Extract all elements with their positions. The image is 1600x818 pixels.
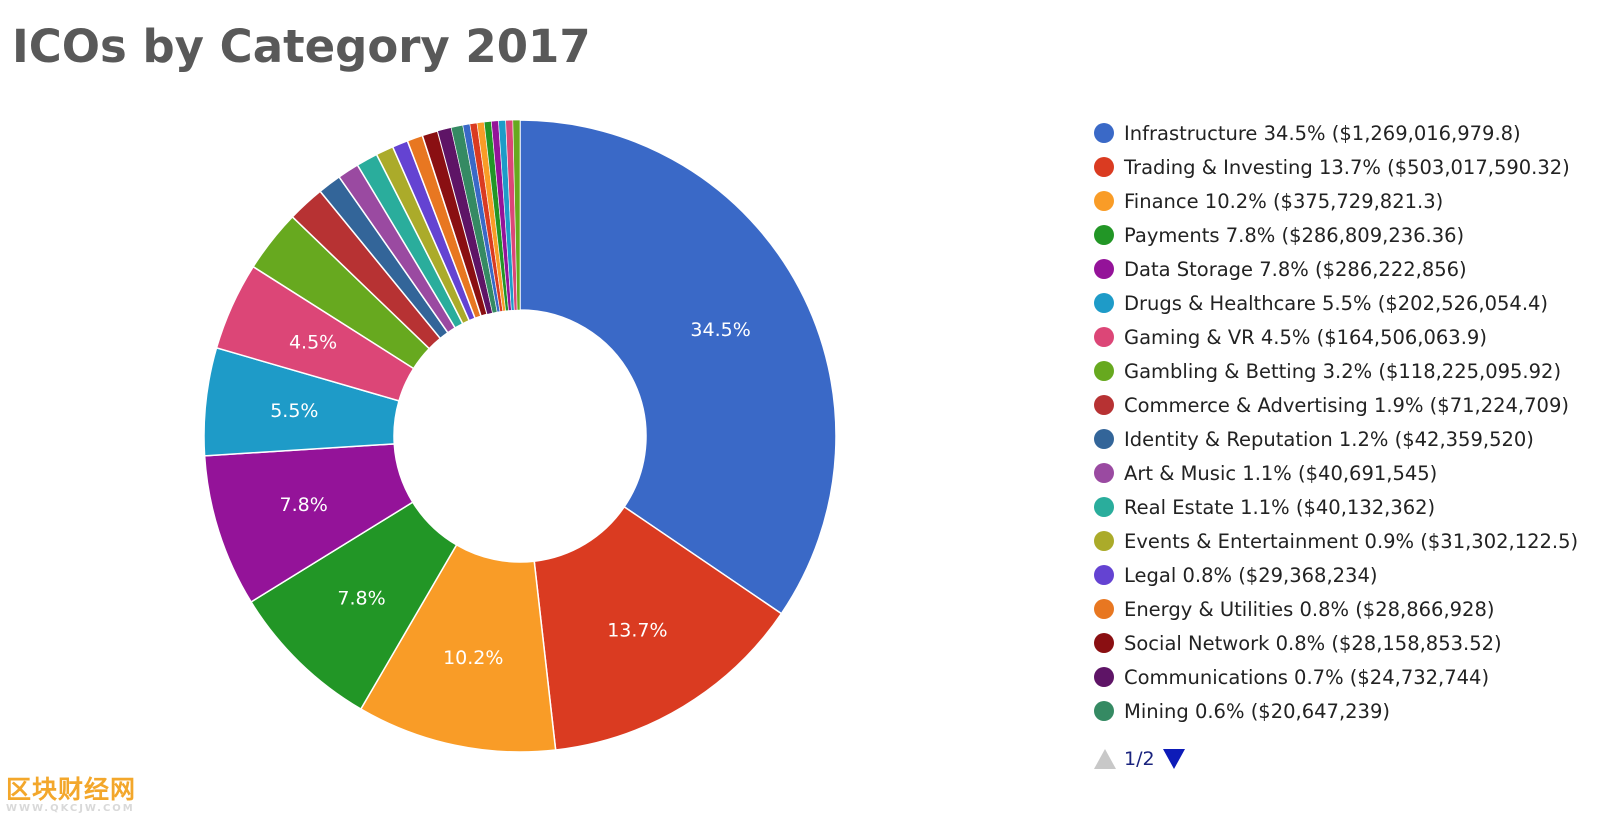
slice-label-infrastructure: 34.5%: [690, 319, 750, 341]
slice-label-gaming-and-vr: 4.5%: [289, 332, 337, 354]
legend-item-data-storage[interactable]: Data Storage 7.8% ($286,222,856): [1094, 252, 1594, 286]
legend-swatch-icon: [1094, 395, 1114, 415]
pager-prev-icon[interactable]: [1094, 749, 1116, 769]
legend-item-label: Infrastructure 34.5% ($1,269,016,979.8): [1124, 121, 1521, 145]
legend-swatch-icon: [1094, 463, 1114, 483]
watermark-sub-text: WWW.QKCJW.COM: [6, 803, 135, 814]
legend-item-label: Energy & Utilities 0.8% ($28,866,928): [1124, 597, 1495, 621]
legend-pager: 1/2: [1094, 748, 1185, 770]
legend-swatch-icon: [1094, 633, 1114, 653]
legend-item-communications[interactable]: Communications 0.7% ($24,732,744): [1094, 660, 1594, 694]
slice-label-drugs-and-healthcare: 5.5%: [270, 400, 318, 422]
legend-swatch-icon: [1094, 701, 1114, 721]
legend-item-label: Finance 10.2% ($375,729,821.3): [1124, 189, 1444, 213]
slice-label-trading-and-investing: 13.7%: [607, 619, 667, 641]
legend-swatch-icon: [1094, 123, 1114, 143]
legend-item-label: Commerce & Advertising 1.9% ($71,224,709…: [1124, 393, 1569, 417]
slice-label-payments: 7.8%: [337, 588, 385, 610]
legend-item-legal[interactable]: Legal 0.8% ($29,368,234): [1094, 558, 1594, 592]
legend-item-gambling-and-betting[interactable]: Gambling & Betting 3.2% ($118,225,095.92…: [1094, 354, 1594, 388]
legend: Infrastructure 34.5% ($1,269,016,979.8) T…: [1094, 116, 1594, 728]
legend-item-commerce-and-advertising[interactable]: Commerce & Advertising 1.9% ($71,224,709…: [1094, 388, 1594, 422]
pager-next-icon[interactable]: [1162, 749, 1185, 769]
legend-swatch-icon: [1094, 157, 1114, 177]
legend-item-label: Mining 0.6% ($20,647,239): [1124, 699, 1390, 723]
legend-swatch-icon: [1094, 565, 1114, 585]
legend-swatch-icon: [1094, 599, 1114, 619]
slice-other-8[interactable]: [512, 119, 521, 311]
legend-swatch-icon: [1094, 497, 1114, 517]
legend-item-label: Drugs & Healthcare 5.5% ($202,526,054.4): [1124, 291, 1549, 315]
legend-item-gaming-and-vr[interactable]: Gaming & VR 4.5% ($164,506,063.9): [1094, 320, 1594, 354]
legend-item-trading-and-investing[interactable]: Trading & Investing 13.7% ($503,017,590.…: [1094, 150, 1594, 184]
pager-page-text: 1/2: [1124, 748, 1155, 770]
legend-item-label: Social Network 0.8% ($28,158,853.52): [1124, 631, 1502, 655]
legend-item-drugs-and-healthcare[interactable]: Drugs & Healthcare 5.5% ($202,526,054.4): [1094, 286, 1594, 320]
legend-item-events-and-entertainment[interactable]: Events & Entertainment 0.9% ($31,302,122…: [1094, 524, 1594, 558]
slice-finance[interactable]: [359, 543, 557, 753]
legend-swatch-icon: [1094, 531, 1114, 551]
legend-swatch-icon: [1094, 361, 1114, 381]
legend-item-label: Trading & Investing 13.7% ($503,017,590.…: [1124, 155, 1570, 179]
donut-chart: 34.5% 13.7% 10.2% 7.8% 7.8% 5.5% 4.5%: [203, 119, 837, 753]
chart-title: ICOs by Category 2017: [12, 20, 591, 73]
legend-swatch-icon: [1094, 327, 1114, 347]
legend-item-payments[interactable]: Payments 7.8% ($286,809,236.36): [1094, 218, 1594, 252]
legend-item-social-network[interactable]: Social Network 0.8% ($28,158,853.52): [1094, 626, 1594, 660]
legend-swatch-icon: [1094, 667, 1114, 687]
legend-item-label: Communications 0.7% ($24,732,744): [1124, 665, 1490, 689]
legend-item-label: Events & Entertainment 0.9% ($31,302,122…: [1124, 529, 1579, 553]
watermark-main-text: 区块财经网: [6, 775, 137, 804]
slice-label-finance: 10.2%: [443, 647, 503, 669]
legend-swatch-icon: [1094, 191, 1114, 211]
legend-item-label: Gaming & VR 4.5% ($164,506,063.9): [1124, 325, 1487, 349]
legend-item-label: Data Storage 7.8% ($286,222,856): [1124, 257, 1467, 281]
legend-swatch-icon: [1094, 259, 1114, 279]
legend-item-label: Real Estate 1.1% ($40,132,362): [1124, 495, 1436, 519]
slice-infrastructure[interactable]: [519, 119, 837, 615]
watermark-logo: 区块财经网 WWW.QKCJW.COM: [6, 776, 136, 814]
legend-swatch-icon: [1094, 429, 1114, 449]
legend-item-mining[interactable]: Mining 0.6% ($20,647,239): [1094, 694, 1594, 728]
legend-item-real-estate[interactable]: Real Estate 1.1% ($40,132,362): [1094, 490, 1594, 524]
legend-item-energy-and-utilities[interactable]: Energy & Utilities 0.8% ($28,866,928): [1094, 592, 1594, 626]
legend-item-identity-and-reputation[interactable]: Identity & Reputation 1.2% ($42,359,520): [1094, 422, 1594, 456]
slice-label-data-storage: 7.8%: [280, 494, 328, 516]
legend-item-infrastructure[interactable]: Infrastructure 34.5% ($1,269,016,979.8): [1094, 116, 1594, 150]
slices-group: [203, 119, 837, 753]
legend-item-label: Gambling & Betting 3.2% ($118,225,095.92…: [1124, 359, 1562, 383]
legend-swatch-icon: [1094, 293, 1114, 313]
legend-item-finance[interactable]: Finance 10.2% ($375,729,821.3): [1094, 184, 1594, 218]
slice-trading-and-investing[interactable]: [533, 505, 783, 751]
legend-item-label: Legal 0.8% ($29,368,234): [1124, 563, 1378, 587]
legend-item-label: Payments 7.8% ($286,809,236.36): [1124, 223, 1465, 247]
legend-item-label: Identity & Reputation 1.2% ($42,359,520): [1124, 427, 1534, 451]
legend-item-art-and-music[interactable]: Art & Music 1.1% ($40,691,545): [1094, 456, 1594, 490]
slice-labels-group: 34.5% 13.7% 10.2% 7.8% 7.8% 5.5% 4.5%: [270, 319, 751, 669]
legend-item-label: Art & Music 1.1% ($40,691,545): [1124, 461, 1438, 485]
legend-swatch-icon: [1094, 225, 1114, 245]
